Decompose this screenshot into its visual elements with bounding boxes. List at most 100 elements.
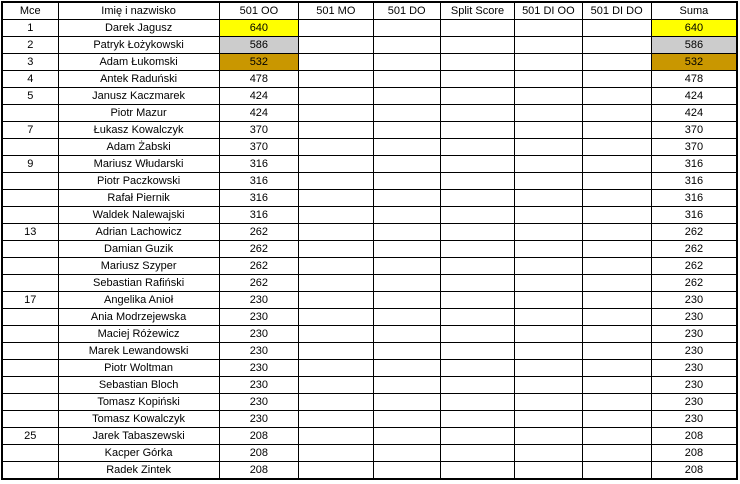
score-cell-501-di-do: [581, 70, 652, 88]
score-cell-501-di-do: [581, 410, 652, 428]
score-cell-split-score: [439, 87, 516, 105]
score-cell-501-oo: 316: [218, 172, 300, 190]
score-cell-501-di-do: [581, 427, 652, 445]
score-cell-501-do: [372, 393, 441, 411]
score-cell-501-do: [372, 223, 441, 241]
score-cell-501-do: [372, 70, 441, 88]
score-cell-501-mo: [298, 240, 374, 258]
table-row: 3 Adam Łukomski 532 532: [1, 53, 738, 71]
table-row: Tomasz Kowalczyk 230 230: [1, 410, 738, 428]
suma-cell: 316: [650, 155, 738, 173]
score-cell-split-score: [439, 121, 516, 139]
score-cell-501-mo: [298, 121, 374, 139]
score-cell-split-score: [439, 376, 516, 394]
score-cell-501-di-do: [581, 104, 652, 122]
score-cell-501-mo: [298, 19, 374, 37]
score-cell-501-di-do: [581, 189, 652, 207]
score-cell-501-oo: 208: [218, 461, 300, 480]
place-cell: [1, 359, 59, 377]
name-cell: Sebastian Rafiński: [57, 274, 220, 292]
score-cell-501-mo: [298, 257, 374, 275]
score-cell-501-do: [372, 172, 441, 190]
score-cell-501-di-oo: [514, 36, 583, 54]
table-row: Damian Guzik 262 262: [1, 240, 738, 258]
name-cell: Sebastian Bloch: [57, 376, 220, 394]
suma-cell: 208: [650, 444, 738, 462]
table-row: Ania Modrzejewska 230 230: [1, 308, 738, 326]
score-cell-501-di-oo: [514, 87, 583, 105]
score-cell-501-di-oo: [514, 19, 583, 37]
name-cell: Łukasz Kowalczyk: [57, 121, 220, 139]
suma-cell: 532: [650, 53, 738, 71]
name-cell: Antek Raduński: [57, 70, 220, 88]
score-cell-split-score: [439, 53, 516, 71]
suma-cell: 208: [650, 427, 738, 445]
suma-cell: 586: [650, 36, 738, 54]
score-cell-501-mo: [298, 53, 374, 71]
place-cell: 17: [1, 291, 59, 309]
score-cell-501-di-do: [581, 376, 652, 394]
score-cell-501-do: [372, 206, 441, 224]
table-row: 1 Darek Jagusz 640 640: [1, 19, 738, 37]
score-cell-501-oo: 230: [218, 393, 300, 411]
table-row: Piotr Woltman 230 230: [1, 359, 738, 377]
name-cell: Jarek Tabaszewski: [57, 427, 220, 445]
column-header-501-mo: 501 MO: [298, 1, 374, 20]
place-cell: [1, 325, 59, 343]
score-cell-501-di-do: [581, 359, 652, 377]
score-cell-501-oo: 262: [218, 274, 300, 292]
place-cell: 5: [1, 87, 59, 105]
name-cell: Damian Guzik: [57, 240, 220, 258]
table-row: Waldek Nalewajski 316 316: [1, 206, 738, 224]
score-cell-501-mo: [298, 410, 374, 428]
score-cell-501-di-oo: [514, 308, 583, 326]
score-cell-501-di-do: [581, 393, 652, 411]
score-cell-501-do: [372, 274, 441, 292]
score-cell-501-mo: [298, 325, 374, 343]
score-cell-501-di-do: [581, 461, 652, 480]
suma-cell: 262: [650, 223, 738, 241]
place-cell: [1, 206, 59, 224]
score-cell-split-score: [439, 291, 516, 309]
score-cell-501-do: [372, 325, 441, 343]
score-cell-501-di-do: [581, 240, 652, 258]
score-cell-split-score: [439, 138, 516, 156]
score-cell-501-di-do: [581, 223, 652, 241]
score-cell-501-di-do: [581, 274, 652, 292]
score-cell-501-di-oo: [514, 172, 583, 190]
score-cell-501-mo: [298, 291, 374, 309]
score-cell-501-do: [372, 359, 441, 377]
table-row: Marek Lewandowski 230 230: [1, 342, 738, 360]
score-cell-501-mo: [298, 461, 374, 480]
score-cell-501-di-do: [581, 206, 652, 224]
score-cell-501-do: [372, 138, 441, 156]
score-cell-501-di-oo: [514, 104, 583, 122]
score-cell-split-score: [439, 240, 516, 258]
score-cell-501-mo: [298, 189, 374, 207]
score-cell-501-di-oo: [514, 274, 583, 292]
score-cell-501-oo: 262: [218, 223, 300, 241]
score-cell-501-do: [372, 189, 441, 207]
score-cell-501-mo: [298, 444, 374, 462]
score-cell-split-score: [439, 104, 516, 122]
suma-cell: 262: [650, 240, 738, 258]
column-header-split-score: Split Score: [439, 1, 516, 20]
column-header-501-di-oo: 501 DI OO: [514, 1, 583, 20]
column-header-501-di-do: 501 DI DO: [581, 1, 652, 20]
table-row: Piotr Mazur 424 424: [1, 104, 738, 122]
column-header-mce: Mce: [1, 1, 59, 20]
score-cell-501-mo: [298, 155, 374, 173]
score-cell-split-score: [439, 308, 516, 326]
results-table-body: 1 Darek Jagusz 640 640 2 Patryk Łożykows…: [1, 19, 738, 480]
place-cell: 1: [1, 19, 59, 37]
score-cell-split-score: [439, 189, 516, 207]
score-cell-501-oo: 316: [218, 155, 300, 173]
score-cell-split-score: [439, 461, 516, 480]
score-cell-501-oo: 230: [218, 359, 300, 377]
place-cell: 4: [1, 70, 59, 88]
table-row: 5 Janusz Kaczmarek 424 424: [1, 87, 738, 105]
score-cell-501-oo: 230: [218, 291, 300, 309]
score-cell-501-di-oo: [514, 240, 583, 258]
score-cell-501-mo: [298, 36, 374, 54]
score-cell-501-do: [372, 444, 441, 462]
